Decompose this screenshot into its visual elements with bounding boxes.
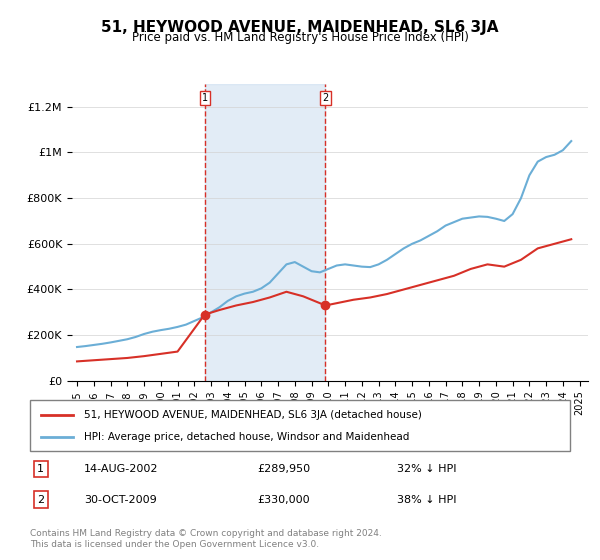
Text: 2: 2 (322, 93, 329, 102)
Text: Price paid vs. HM Land Registry's House Price Index (HPI): Price paid vs. HM Land Registry's House … (131, 31, 469, 44)
Text: 51, HEYWOOD AVENUE, MAIDENHEAD, SL6 3JA (detached house): 51, HEYWOOD AVENUE, MAIDENHEAD, SL6 3JA … (84, 409, 422, 419)
Text: HPI: Average price, detached house, Windsor and Maidenhead: HPI: Average price, detached house, Wind… (84, 432, 409, 442)
Text: 30-OCT-2009: 30-OCT-2009 (84, 495, 157, 505)
Text: 32% ↓ HPI: 32% ↓ HPI (397, 464, 457, 474)
FancyBboxPatch shape (30, 400, 570, 451)
Text: £330,000: £330,000 (257, 495, 310, 505)
Text: 1: 1 (37, 464, 44, 474)
Text: 14-AUG-2002: 14-AUG-2002 (84, 464, 158, 474)
Text: 51, HEYWOOD AVENUE, MAIDENHEAD, SL6 3JA: 51, HEYWOOD AVENUE, MAIDENHEAD, SL6 3JA (101, 20, 499, 35)
Text: 1: 1 (202, 93, 208, 102)
Text: 2: 2 (37, 495, 44, 505)
Text: Contains HM Land Registry data © Crown copyright and database right 2024.
This d: Contains HM Land Registry data © Crown c… (30, 529, 382, 549)
Bar (205, 84, 325, 381)
Text: £289,950: £289,950 (257, 464, 310, 474)
Text: 38% ↓ HPI: 38% ↓ HPI (397, 495, 457, 505)
